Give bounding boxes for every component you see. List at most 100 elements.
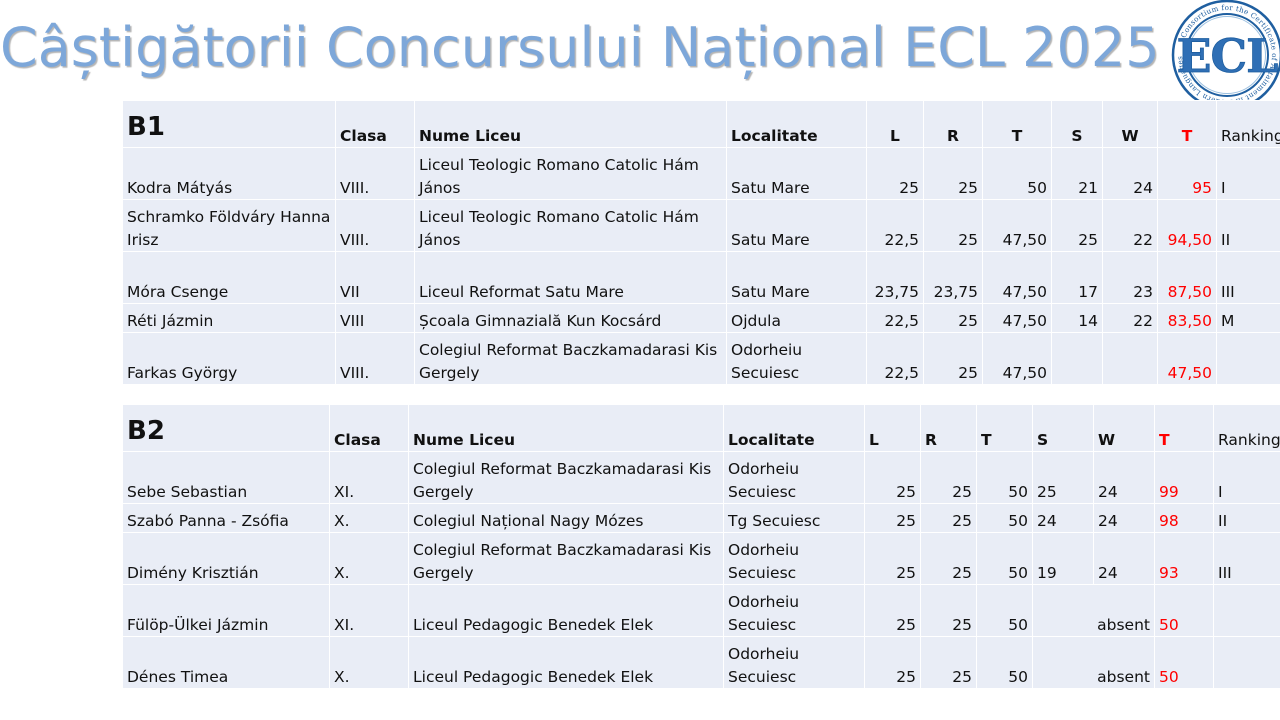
table-row: Dénes Timea X. Liceul Pedagogic Benedek … [122,636,1280,689]
cell-total: 94,50 [1157,199,1217,252]
cell-t: 50 [976,584,1033,637]
cell-l: 22,5 [866,303,924,333]
cell-localitate: Satu Mare [726,199,867,252]
header-clasa: Clasa [335,100,415,148]
header-ranking: Ranking [1213,404,1280,452]
cell-r: 25 [920,451,977,504]
cell-ranking: II [1213,503,1280,533]
cell-l: 22,5 [866,199,924,252]
cell-localitate: Satu Mare [726,147,867,200]
cell-clasa: XI. [329,451,409,504]
cell-l: 25 [864,584,921,637]
cell-nume: Sebe Sebastian [122,451,330,504]
cell-total: 47,50 [1157,332,1217,385]
cell-r: 25 [923,332,983,385]
table-row: Réti Jázmin VIII Școala Gimnazială Kun K… [122,303,1280,333]
cell-clasa: X. [329,532,409,585]
cell-clasa: VIII. [335,332,415,385]
cell-total: 50 [1154,584,1214,637]
cell-localitate: Odorheiu Secuiesc [723,636,865,689]
cell-s: 17 [1051,251,1103,304]
header-w: W [1093,404,1155,452]
cell-liceu: Colegiul Reformat Baczkamadarasi Kis Ger… [408,532,724,585]
header-s: S [1032,404,1094,452]
table-row: Sebe Sebastian XI. Colegiul Reformat Bac… [122,451,1280,504]
cell-clasa: X. [329,503,409,533]
cell-total: 83,50 [1157,303,1217,333]
cell-w: 22 [1102,199,1158,252]
cell-localitate: Odorheiu Secuiesc [723,584,865,637]
category-label-b2: B2 [122,404,330,452]
table-row: Szabó Panna - Zsófia X. Colegiul Naționa… [122,503,1280,533]
cell-liceu: Colegiul Reformat Baczkamadarasi Kis Ger… [414,332,727,385]
header-t: T [976,404,1033,452]
cell-l: 25 [864,503,921,533]
cell-t: 50 [976,503,1033,533]
cell-clasa: VIII. [335,199,415,252]
cell-ranking: M [1216,303,1280,333]
cell-l: 25 [864,451,921,504]
cell-ranking: I [1213,451,1280,504]
cell-localitate: Tg Secuiesc [723,503,865,533]
cell-s: 25 [1051,199,1103,252]
header-ranking: Ranking [1216,100,1280,148]
table-header-row: B1 Clasa Nume Liceu Localitate L R T S W… [122,100,1280,148]
table-row: Schramko Földváry Hanna Irisz VIII. Lice… [122,199,1280,252]
results-table-b2: B2 Clasa Nume Liceu Localitate L R T S W… [122,404,1280,689]
cell-localitate: Satu Mare [726,251,867,304]
cell-l: 25 [864,636,921,689]
header-s: S [1051,100,1103,148]
cell-s [1051,332,1103,385]
cell-localitate: Odorheiu Secuiesc [723,532,865,585]
header-t: T [982,100,1052,148]
svg-text:ECL: ECL [1176,29,1278,83]
header-nume-liceu: Nume Liceu [408,404,724,452]
cell-clasa: X. [329,636,409,689]
cell-clasa: XI. [329,584,409,637]
header-nume-liceu: Nume Liceu [414,100,727,148]
cell-w: 24 [1093,503,1155,533]
cell-total: 93 [1154,532,1214,585]
cell-w: 23 [1102,251,1158,304]
cell-total: 98 [1154,503,1214,533]
cell-liceu: Liceul Pedagogic Benedek Elek [408,584,724,637]
cell-t: 47,50 [982,199,1052,252]
table-row: Kodra Mátyás VIII. Liceul Teologic Roman… [122,147,1280,200]
cell-liceu: Colegiul Reformat Baczkamadarasi Kis Ger… [408,451,724,504]
cell-nume: Farkas György [122,332,336,385]
cell-r: 25 [923,303,983,333]
table-row: Dimény Krisztián X. Colegiul Reformat Ba… [122,532,1280,585]
header-total: T [1154,404,1214,452]
table-header-row: B2 Clasa Nume Liceu Localitate L R T S W… [122,404,1280,452]
table-row: Móra Csenge VII Liceul Reformat Satu Mar… [122,251,1280,304]
cell-w: 24 [1102,147,1158,200]
cell-l: 25 [864,532,921,585]
cell-total: 87,50 [1157,251,1217,304]
page-title: Câștigătorii Concursului Național ECL 20… [0,16,1160,79]
cell-nume: Fülöp-Ülkei Jázmin [122,584,330,637]
cell-liceu: Liceul Pedagogic Benedek Elek [408,636,724,689]
cell-s: 21 [1051,147,1103,200]
cell-liceu: Liceul Reformat Satu Mare [414,251,727,304]
cell-r: 25 [920,584,977,637]
cell-total: 99 [1154,451,1214,504]
cell-clasa: VIII [335,303,415,333]
cell-ranking: III [1216,251,1280,304]
cell-localitate: Ojdula [726,303,867,333]
cell-t: 50 [976,532,1033,585]
cell-t: 50 [982,147,1052,200]
cell-ranking: II [1216,199,1280,252]
cell-w [1102,332,1158,385]
cell-nume: Schramko Földváry Hanna Irisz [122,199,336,252]
cell-s: 25 [1032,451,1094,504]
cell-t: 47,50 [982,332,1052,385]
cell-r: 25 [923,147,983,200]
cell-total: 50 [1154,636,1214,689]
ecl-logo: Consortium for the Certificate of Attain… [1168,0,1280,114]
header-localitate: Localitate [723,404,865,452]
cell-ranking [1213,584,1280,637]
cell-ranking [1213,636,1280,689]
cell-ranking: III [1213,532,1280,585]
cell-nume: Móra Csenge [122,251,336,304]
header-localitate: Localitate [726,100,867,148]
